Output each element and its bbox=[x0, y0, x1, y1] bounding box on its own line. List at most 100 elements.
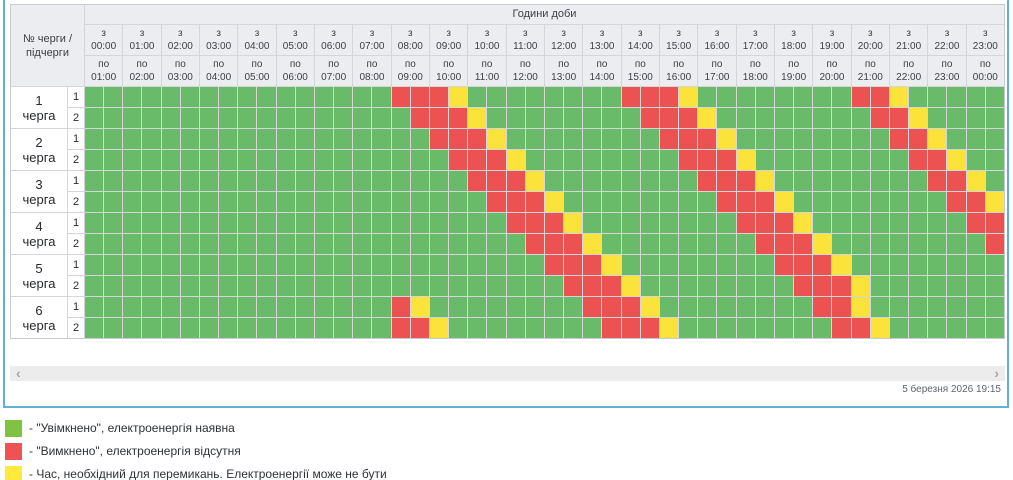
schedule-cell bbox=[161, 87, 180, 107]
schedule-cell bbox=[583, 171, 602, 191]
hour-header-to: по 08:00 bbox=[353, 56, 391, 86]
schedule-cell bbox=[334, 297, 353, 317]
schedule-cell bbox=[621, 255, 640, 275]
hour-header-from-text: з bbox=[829, 28, 835, 39]
schedule-cell bbox=[813, 150, 832, 170]
hour-header-from: з 15:00 bbox=[659, 25, 698, 55]
schedule-cell bbox=[813, 171, 832, 191]
schedule-cell bbox=[238, 276, 257, 296]
schedule-cell bbox=[295, 87, 314, 107]
schedule-cell bbox=[966, 108, 985, 128]
schedule-cell bbox=[334, 276, 353, 296]
hour-header-from: з 07:00 bbox=[353, 25, 391, 55]
schedule-cell bbox=[717, 255, 736, 275]
legend-item: - "Увімкнено", електроенергія наявна bbox=[5, 420, 387, 437]
schedule-cell bbox=[449, 297, 468, 317]
schedule-cell bbox=[564, 192, 583, 212]
scroll-right-icon[interactable]: › bbox=[994, 365, 999, 381]
schedule-cell bbox=[736, 108, 755, 128]
schedule-cell bbox=[123, 192, 142, 212]
schedule-cell bbox=[813, 192, 832, 212]
schedule-cell bbox=[544, 318, 564, 338]
schedule-cell bbox=[621, 171, 640, 191]
schedule-cell bbox=[314, 234, 334, 254]
schedule-cell bbox=[889, 234, 909, 254]
legend-swatch-icon bbox=[5, 466, 22, 480]
schedule-cell bbox=[640, 318, 659, 338]
horizontal-scrollbar[interactable]: ‹ › bbox=[10, 366, 1005, 381]
hour-header-to: по 03:00 bbox=[161, 56, 199, 86]
schedule-cell bbox=[564, 108, 583, 128]
schedule-cell bbox=[889, 276, 909, 296]
schedule-cell bbox=[966, 255, 985, 275]
schedule-cell bbox=[391, 192, 410, 212]
schedule-cell bbox=[410, 276, 429, 296]
hour-header-from-text: 12:00 bbox=[551, 41, 577, 52]
schedule-cell bbox=[602, 234, 621, 254]
schedule-cell bbox=[621, 318, 640, 338]
schedule-cell bbox=[295, 150, 314, 170]
hour-header-to-text: 01:00 bbox=[91, 72, 117, 83]
schedule-cell bbox=[870, 318, 889, 338]
schedule-cell bbox=[487, 255, 506, 275]
subqueue-label-text: 2 bbox=[72, 112, 80, 124]
legend-item-text: - "Вимкнено", електроенергія відсутня bbox=[29, 444, 241, 458]
schedule-cell bbox=[813, 318, 832, 338]
schedule-cell bbox=[410, 213, 429, 233]
schedule-cell bbox=[353, 171, 372, 191]
schedule-cell bbox=[985, 87, 1004, 107]
schedule-cell bbox=[276, 171, 295, 191]
hour-header-from: з 00:00 bbox=[85, 25, 123, 55]
schedule-cell bbox=[429, 108, 449, 128]
schedule-cell bbox=[104, 129, 123, 149]
hour-header-to-text: 12:00 bbox=[512, 72, 538, 83]
schedule-cell bbox=[851, 171, 870, 191]
subqueue-label: 1 bbox=[68, 255, 84, 275]
schedule-cell bbox=[679, 87, 698, 107]
schedule-cell bbox=[123, 234, 142, 254]
schedule-cell bbox=[966, 129, 985, 149]
hour-header-from: з 03:00 bbox=[199, 25, 238, 55]
legend-item-text: - "Увімкнено", електроенергія наявна bbox=[29, 421, 235, 435]
schedule-cell bbox=[429, 129, 449, 149]
schedule-cell bbox=[295, 276, 314, 296]
schedule-cell bbox=[774, 213, 794, 233]
hours-of-day-title: Години доби bbox=[85, 5, 1004, 24]
schedule-cell bbox=[334, 234, 353, 254]
hour-header-to: по 15:00 bbox=[621, 56, 659, 86]
schedule-cell bbox=[564, 234, 583, 254]
schedule-cell bbox=[774, 297, 794, 317]
schedule-cell bbox=[85, 276, 104, 296]
queue-label: 1 черга bbox=[11, 87, 67, 128]
schedule-cell bbox=[813, 276, 832, 296]
schedule-cell bbox=[813, 87, 832, 107]
schedule-cell bbox=[161, 255, 180, 275]
schedule-cell bbox=[238, 213, 257, 233]
schedule-cell bbox=[295, 192, 314, 212]
hour-header-from-text: з bbox=[599, 28, 605, 39]
schedule-cell bbox=[410, 171, 429, 191]
schedule-cell bbox=[832, 171, 851, 191]
schedule-cell bbox=[909, 192, 928, 212]
schedule-cell bbox=[794, 129, 813, 149]
subqueue-label-text: 2 bbox=[72, 322, 80, 334]
schedule-cell bbox=[544, 108, 564, 128]
schedule-cell bbox=[238, 318, 257, 338]
schedule-cell bbox=[774, 129, 794, 149]
schedule-cell bbox=[353, 87, 372, 107]
schedule-cell bbox=[353, 213, 372, 233]
schedule-cell bbox=[506, 87, 525, 107]
schedule-cell bbox=[564, 171, 583, 191]
hour-header-to-text: 14:00 bbox=[589, 72, 615, 83]
schedule-cell bbox=[525, 234, 544, 254]
hour-header-from-text: з bbox=[561, 28, 566, 39]
scroll-left-icon[interactable]: ‹ bbox=[16, 365, 21, 381]
schedule-cell bbox=[257, 108, 276, 128]
schedule-cell bbox=[257, 171, 276, 191]
schedule-cell bbox=[909, 297, 928, 317]
schedule-cell bbox=[870, 108, 889, 128]
schedule-cell bbox=[966, 276, 985, 296]
schedule-cell bbox=[276, 255, 295, 275]
schedule-cell bbox=[659, 108, 679, 128]
corner-header-cell: № черги / підчерги bbox=[11, 5, 84, 86]
